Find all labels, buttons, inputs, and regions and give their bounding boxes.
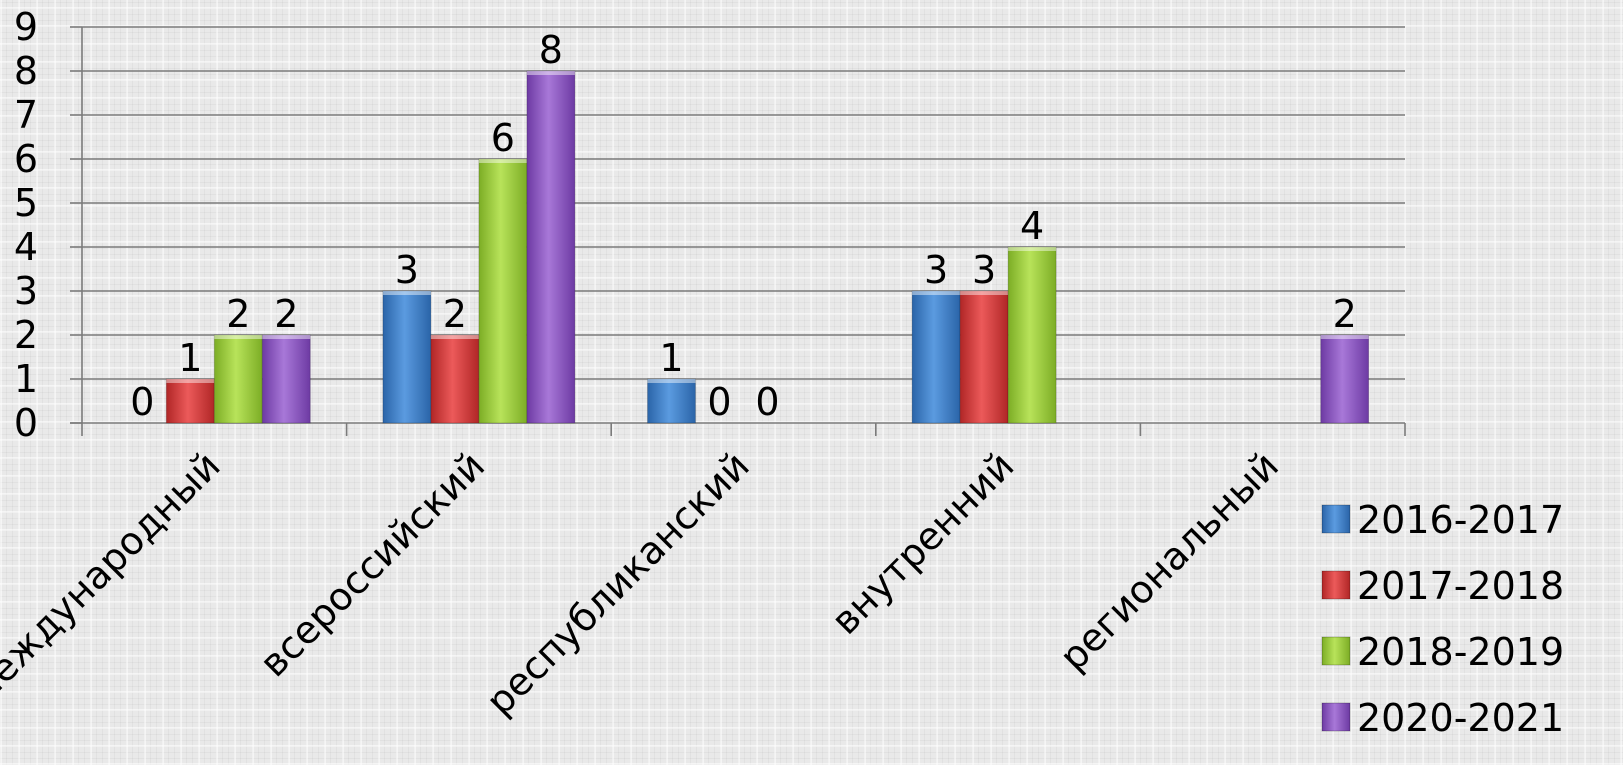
legend-label: 2018-2019 <box>1357 630 1564 674</box>
x-axis-categories: международный всероссийскийреспубликански… <box>0 443 1287 723</box>
x-category-label: международный <box>0 443 229 712</box>
bars <box>165 70 1370 424</box>
legend: 2016-2017 2017-2018 2018-2019 2020-2021 <box>1321 498 1564 740</box>
bar-top-highlight <box>1008 247 1057 251</box>
legend-swatch <box>1321 636 1351 666</box>
legend-swatch <box>1321 570 1351 600</box>
y-tick-label: 0 <box>14 401 38 445</box>
bar-2018-2019 <box>213 334 263 424</box>
data-label: 2 <box>226 292 250 336</box>
bar-top-highlight <box>430 335 479 339</box>
data-label: 4 <box>1020 204 1044 248</box>
legend-swatch <box>1321 702 1351 732</box>
y-tick-label: 3 <box>14 269 38 313</box>
legend-label: 2017-2018 <box>1357 564 1564 608</box>
data-label: 2 <box>443 292 467 336</box>
data-label: 3 <box>924 248 948 292</box>
y-tick-label: 8 <box>14 49 38 93</box>
bar-top-highlight <box>960 291 1009 295</box>
data-label: 2 <box>1333 292 1357 336</box>
bar-top-highlight <box>912 291 961 295</box>
bar-top-highlight <box>478 159 527 163</box>
bar-2016-2017 <box>647 378 696 424</box>
bar-2017-2018 <box>959 290 1009 424</box>
data-label: 1 <box>178 336 202 380</box>
bar-top-highlight <box>214 335 263 339</box>
bar-2018-2019 <box>478 158 528 424</box>
legend-label: 2016-2017 <box>1357 498 1564 542</box>
data-label: 6 <box>491 116 515 160</box>
y-tick-label: 2 <box>14 313 38 357</box>
bar-top-highlight <box>382 291 431 295</box>
y-tick-label: 6 <box>14 137 38 181</box>
x-category-label: всероссийский <box>251 443 493 685</box>
bar-2020-2021 <box>1320 334 1370 424</box>
bar-2018-2019 <box>1007 246 1057 424</box>
data-label: 0 <box>130 380 154 424</box>
bar-top-highlight <box>262 335 311 339</box>
data-label: 0 <box>707 380 731 424</box>
y-tick-label: 7 <box>14 93 38 137</box>
data-label: 3 <box>395 248 419 292</box>
legend-label: 2020-2021 <box>1357 696 1564 740</box>
x-category-label: региональный <box>1051 443 1287 679</box>
data-label: 0 <box>755 380 779 424</box>
x-category-label: внутренний <box>823 443 1023 643</box>
data-label: 8 <box>539 28 563 72</box>
bar-top-highlight <box>647 379 696 383</box>
bar-2016-2017 <box>382 290 432 424</box>
bar-2017-2018 <box>430 334 480 424</box>
bar-top-highlight <box>526 71 575 75</box>
y-tick-label: 4 <box>14 225 38 269</box>
x-category-label: республиканский <box>478 443 758 723</box>
data-label: 2 <box>274 292 298 336</box>
data-label: 3 <box>972 248 996 292</box>
y-tick-label: 1 <box>14 357 38 401</box>
bar-2020-2021 <box>261 334 311 424</box>
bar-top-highlight <box>166 379 215 383</box>
legend-swatch <box>1321 504 1351 534</box>
bar-2016-2017 <box>911 290 961 424</box>
y-tick-label: 5 <box>14 181 38 225</box>
bar-2020-2021 <box>526 70 576 424</box>
bar-top-highlight <box>1320 335 1369 339</box>
data-label: 1 <box>659 336 683 380</box>
y-tick-label: 9 <box>14 5 38 49</box>
bar-2017-2018 <box>165 378 215 424</box>
